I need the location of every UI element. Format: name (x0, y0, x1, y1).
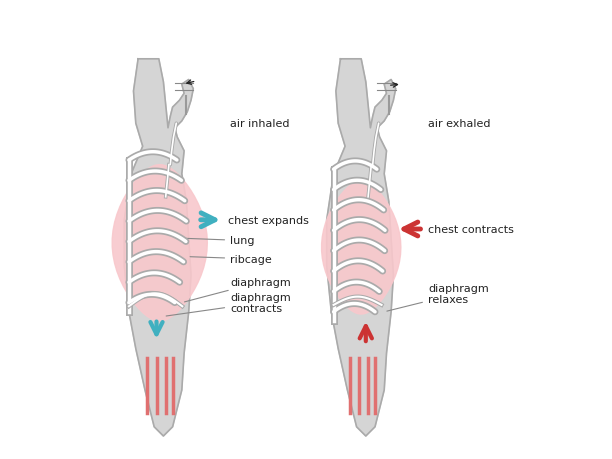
Polygon shape (327, 60, 396, 436)
Text: air exhaled: air exhaled (428, 119, 490, 129)
Text: chest expands: chest expands (228, 215, 308, 225)
Text: diaphragm
contracts: diaphragm contracts (166, 292, 291, 316)
Polygon shape (124, 60, 193, 436)
Polygon shape (112, 165, 207, 321)
Text: lung: lung (185, 236, 255, 246)
Text: diaphragm
relaxes: diaphragm relaxes (387, 283, 488, 312)
Text: diaphragm: diaphragm (184, 277, 291, 302)
Text: chest contracts: chest contracts (428, 224, 514, 235)
Polygon shape (322, 181, 401, 314)
Text: ribcage: ribcage (190, 254, 272, 264)
Text: air inhaled: air inhaled (230, 119, 289, 129)
